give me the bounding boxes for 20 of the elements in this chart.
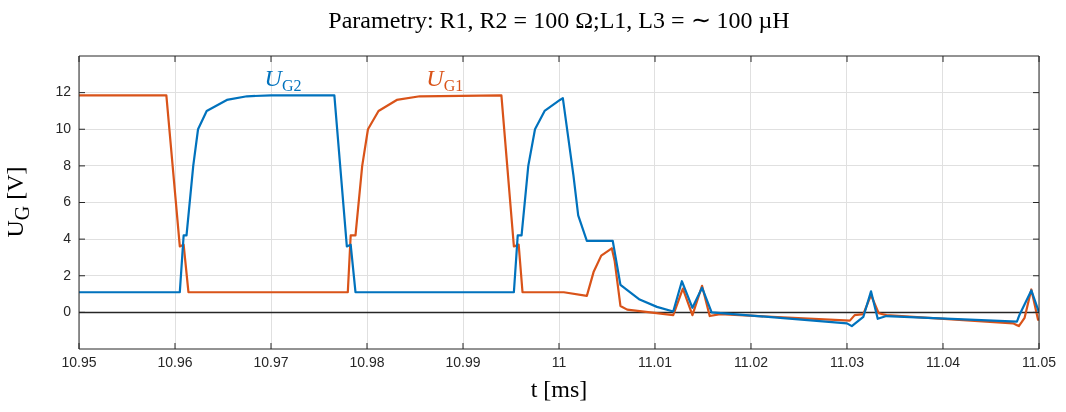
x-tick-label: 11.01 xyxy=(638,354,673,371)
x-tick-label: 11.05 xyxy=(1022,354,1057,371)
y-tick-label: 4 xyxy=(63,229,72,246)
x-tick-label: 11.04 xyxy=(926,354,961,371)
y-tick-label: 10 xyxy=(55,120,72,137)
x-tick-label: 10.99 xyxy=(445,354,481,371)
x-tick-label: 11 xyxy=(551,354,567,371)
x-axis-title: t [ms] xyxy=(529,376,589,403)
chart-title: Parametry: R1, R2 = 100 Ω;L1, L3 = ∼ 100 µH xyxy=(327,6,791,34)
y-tick-label: 6 xyxy=(63,193,72,210)
x-tick-label: 10.95 xyxy=(61,354,97,371)
y-tick-label: 0 xyxy=(63,303,72,320)
y-tick-label: 12 xyxy=(55,83,72,100)
y-tick-label: 2 xyxy=(63,266,72,283)
x-tick-label: 11.02 xyxy=(734,354,769,371)
y-tick-label: 8 xyxy=(63,156,72,173)
x-tick-label: 10.97 xyxy=(253,354,289,371)
x-tick-label: 10.98 xyxy=(349,354,385,371)
x-tick-label: 11.03 xyxy=(830,354,865,371)
x-tick-label: 10.96 xyxy=(157,354,193,371)
